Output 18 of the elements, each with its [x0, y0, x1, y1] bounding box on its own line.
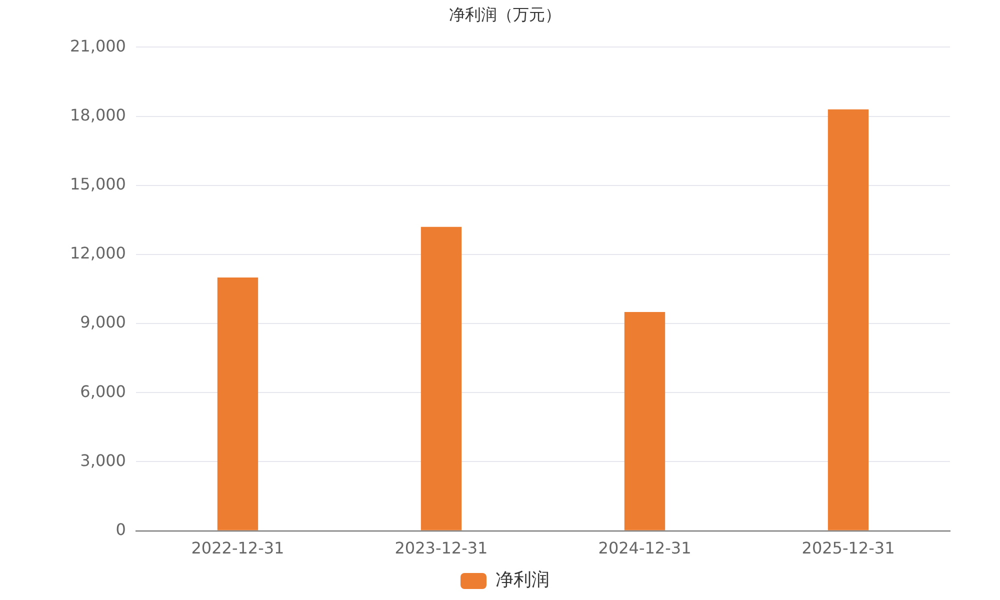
- bar: [217, 277, 258, 530]
- y-tick-label: 12,000: [70, 244, 126, 263]
- bar: [420, 226, 462, 530]
- y-tick-label: 0: [116, 520, 126, 539]
- legend-label: 净利润: [496, 570, 550, 591]
- y-tick-label: 15,000: [70, 174, 126, 194]
- x-tick-label: 2022-12-31: [191, 538, 284, 558]
- x-tick-label: 2023-12-31: [394, 538, 488, 558]
- y-tick-label: 3,000: [80, 450, 126, 470]
- x-tick-label: 2024-12-31: [598, 538, 692, 558]
- y-tick-label: 6,000: [80, 382, 126, 401]
- chart-title: 净利润（万元）: [449, 4, 561, 24]
- x-tick-label: 2025-12-31: [802, 538, 895, 558]
- bar: [624, 312, 666, 530]
- y-tick-label: 9,000: [80, 312, 126, 332]
- y-tick-label: 18,000: [70, 105, 126, 124]
- y-tick-label: 21,000: [70, 36, 126, 56]
- bar: [828, 109, 869, 530]
